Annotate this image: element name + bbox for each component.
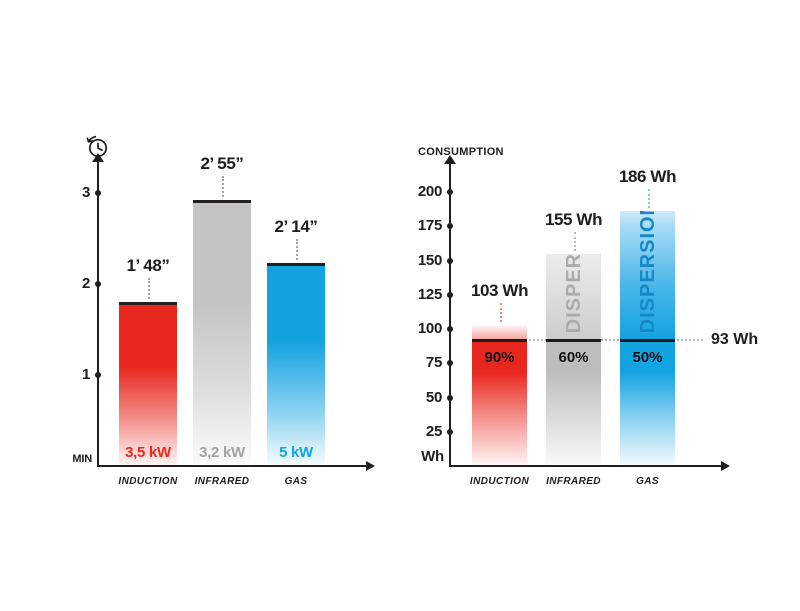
y-tick-label: 50 xyxy=(425,388,442,406)
cooking-time-chart: MIN 1’ 48” 3,5 kW INDUCTION 2’ 55” 3,2 k… xyxy=(58,133,390,487)
leader-line xyxy=(148,278,150,300)
y-tick-dot xyxy=(447,257,453,264)
reference-line-cap xyxy=(620,338,675,342)
time-x-axis-arrow-icon xyxy=(366,461,375,471)
consumption-y-axis xyxy=(449,163,451,466)
leader-line xyxy=(647,189,650,209)
consumption-chart-title: CONSUMPTION xyxy=(418,146,504,158)
efficiency-label-gas: 50% xyxy=(632,348,663,366)
y-tick-dot xyxy=(447,428,453,435)
category-label-gas: GAS xyxy=(636,476,659,487)
reference-line-cap xyxy=(472,338,527,342)
y-tick-label: 100 xyxy=(417,320,442,337)
y-tick-dot xyxy=(95,281,101,287)
consumption-y-axis-arrow-icon xyxy=(444,155,456,164)
y-tick-dot xyxy=(447,394,453,401)
bar-induction-consumption xyxy=(472,338,527,466)
dispersion-segment-infrared: DISPERSI xyxy=(546,253,601,339)
time-value-gas: 2’ 14” xyxy=(274,217,318,237)
time-axis-unit-label: MIN xyxy=(72,453,92,465)
time-x-axis xyxy=(97,465,367,467)
time-value-induction: 1’ 48” xyxy=(126,256,170,276)
power-label-induction: 3,5 kW xyxy=(125,444,171,461)
category-label-gas: GAS xyxy=(284,476,308,487)
consumption-x-axis xyxy=(449,465,722,467)
dispersion-segment-induction xyxy=(472,324,527,339)
y-tick-dot xyxy=(447,360,453,367)
bar-gas-time: 5 kW xyxy=(267,263,325,466)
power-label-gas: 5 kW xyxy=(279,444,313,461)
leader-line xyxy=(499,302,502,322)
y-tick-dot xyxy=(95,372,101,378)
time-plot-area: MIN 1’ 48” 3,5 kW INDUCTION 2’ 55” 3,2 k… xyxy=(58,133,390,487)
y-tick-label: 200 xyxy=(417,183,442,200)
leader-line xyxy=(296,239,298,261)
y-tick-dot xyxy=(447,326,453,332)
category-label-induction: INDUCTION xyxy=(469,476,530,487)
y-tick-label: 2 xyxy=(81,275,90,292)
dispersion-text-gas: DISPERSION xyxy=(636,211,659,334)
bar-infrared-consumption xyxy=(546,338,601,466)
y-tick-dot xyxy=(95,190,101,196)
consumption-value-infrared: 155 Wh xyxy=(544,209,603,229)
y-tick-label: 150 xyxy=(417,251,442,269)
bar-infrared-time: 3,2 kW xyxy=(193,200,251,466)
y-tick-dot xyxy=(447,189,453,195)
reference-line-cap xyxy=(546,338,601,342)
time-value-infrared: 2’ 55” xyxy=(200,154,244,174)
y-tick-label: 175 xyxy=(417,217,442,235)
bar-induction-time: 3,5 kW xyxy=(119,302,177,466)
y-tick-label: 125 xyxy=(417,285,442,303)
category-label-infrared: INFRARED xyxy=(194,476,250,487)
dispersion-segment-gas: DISPERSION xyxy=(620,211,675,339)
efficiency-label-infrared: 60% xyxy=(558,348,589,366)
y-tick-dot xyxy=(447,223,453,230)
power-label-infrared: 3,2 kW xyxy=(199,444,245,461)
consumption-plot-area: Wh 93 Wh 103 Wh 90% INDUCTION 155 Wh DIS… xyxy=(410,133,800,487)
consumption-axis-unit-label: Wh xyxy=(421,448,444,465)
consumption-value-gas: 186 Wh xyxy=(618,167,677,187)
efficiency-label-induction: 90% xyxy=(484,348,515,366)
y-tick-label: 25 xyxy=(425,422,442,440)
time-y-axis-arrow-icon xyxy=(92,153,104,162)
category-label-induction: INDUCTION xyxy=(118,476,178,487)
bar-gas-consumption xyxy=(620,338,675,466)
dispersion-text-infrared: DISPERSI xyxy=(562,253,585,334)
consumption-value-induction: 103 Wh xyxy=(470,280,529,300)
y-tick-label: 3 xyxy=(81,184,90,201)
y-tick-label: 1 xyxy=(81,366,90,383)
leader-line xyxy=(222,176,224,198)
time-y-axis xyxy=(97,161,99,466)
reference-line-label: 93 Wh xyxy=(711,330,759,348)
category-label-infrared: INFRARED xyxy=(546,476,601,487)
y-tick-label: 75 xyxy=(425,354,442,372)
consumption-x-axis-arrow-icon xyxy=(721,461,730,471)
leader-line xyxy=(573,231,576,251)
consumption-chart: CONSUMPTION Wh 93 Wh 103 Wh 90% INDUCTIO… xyxy=(410,133,800,487)
y-tick-dot xyxy=(447,291,453,298)
